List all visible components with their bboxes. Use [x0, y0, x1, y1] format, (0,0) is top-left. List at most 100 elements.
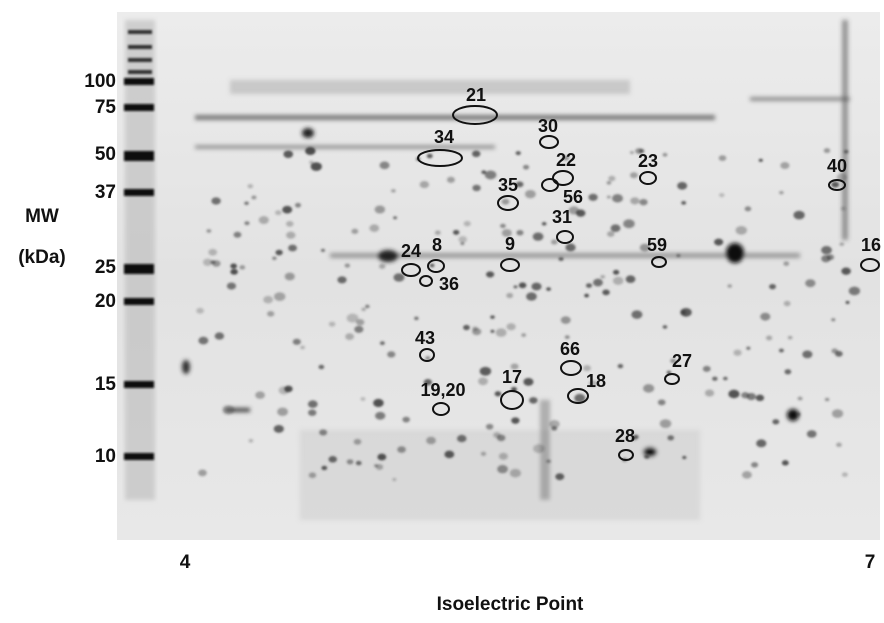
gel-spot: [835, 350, 843, 357]
gel-spot: [258, 216, 269, 224]
spot-circle: [419, 348, 435, 362]
gel-spot: [635, 148, 643, 154]
gel-spot: [414, 316, 419, 321]
gel-spot: [506, 292, 514, 299]
gel-spot: [198, 469, 207, 477]
gel-spot: [806, 430, 817, 438]
gel-spot: [310, 162, 322, 171]
gel-spot: [667, 435, 675, 441]
marker-band: [124, 189, 154, 196]
gel-spot: [746, 393, 756, 401]
gel-spot: [612, 276, 624, 285]
gel-spot: [728, 389, 740, 399]
gel-spot: [704, 389, 715, 397]
gel-spot: [831, 318, 836, 322]
gel-spot: [718, 155, 727, 162]
gel-spot: [515, 151, 521, 156]
gel-spot: [518, 282, 527, 289]
spot-circle: [539, 135, 559, 149]
gel-spot: [222, 405, 235, 415]
spot-label: 21: [466, 85, 486, 105]
gel-spot: [606, 195, 611, 199]
gel-spot: [196, 307, 204, 314]
gel-spot: [744, 206, 752, 212]
gel-spot: [639, 243, 650, 252]
gel-spot: [485, 423, 494, 430]
gel-spot: [472, 184, 481, 192]
gel-spot: [824, 397, 830, 402]
marker-band: [124, 298, 154, 305]
gel-spot: [787, 335, 793, 340]
gel-spot: [680, 307, 692, 317]
gel-spot: [839, 242, 845, 247]
gel-spot: [318, 364, 325, 370]
mw-label: 75: [95, 97, 117, 118]
gel-spot: [379, 263, 386, 269]
gel-spot: [247, 184, 253, 189]
gel-spot: [463, 220, 471, 227]
gel-spot: [402, 416, 410, 423]
spot-circle: [500, 258, 520, 272]
spot-label: 40: [827, 156, 847, 176]
gel-spot: [511, 417, 520, 424]
x-label: 4: [180, 552, 191, 573]
spot-label: 35: [498, 175, 518, 195]
gel-spot: [727, 284, 733, 288]
gel-spot: [784, 369, 792, 375]
gel-spot: [529, 397, 538, 404]
gel-spot: [294, 202, 302, 208]
spot-circle: [417, 149, 463, 167]
gel-spot: [397, 446, 406, 453]
marker-band: [128, 45, 152, 49]
gel-spot: [369, 224, 380, 232]
gel-spot: [562, 155, 570, 161]
gel-spot: [255, 391, 265, 399]
gel-spot: [498, 452, 508, 460]
gel-spot: [574, 393, 586, 403]
gel-spot: [497, 464, 508, 474]
gel-spot: [546, 459, 551, 463]
gel-spot: [377, 453, 387, 461]
gel-spot: [361, 307, 366, 312]
gel-spot: [198, 336, 209, 345]
gel-spot: [629, 150, 634, 155]
gel-spot: [275, 210, 282, 216]
gel-spot: [583, 365, 591, 372]
gel-spot: [308, 472, 317, 479]
gel-spot: [307, 400, 318, 408]
gel-spot: [423, 379, 433, 386]
gel-spot: [360, 397, 366, 401]
spot-label: 22: [556, 150, 576, 170]
gel-spot: [841, 267, 851, 275]
spot-label: 27: [672, 351, 692, 371]
gel-spot: [797, 396, 803, 401]
spot-circle: [452, 105, 498, 125]
gel-spot: [444, 450, 455, 459]
spot-label: 9: [505, 234, 515, 254]
gel-spot: [365, 304, 370, 309]
gel-spot: [735, 225, 747, 235]
gel-spot: [531, 282, 542, 291]
spot-label: 30: [538, 116, 558, 136]
gel-spot: [309, 160, 314, 165]
gel-spot: [319, 429, 328, 436]
spot-circle: [860, 258, 880, 272]
marker-band: [128, 70, 152, 74]
gel-spot: [521, 333, 527, 337]
gel-spot: [533, 444, 545, 453]
gel-spot: [390, 188, 396, 193]
gel-spot: [588, 193, 598, 201]
gel-spot: [662, 325, 668, 329]
gel-spot: [778, 190, 784, 195]
spot-circle: [552, 170, 574, 186]
gel-spot: [588, 380, 598, 387]
gel-spot: [513, 285, 518, 289]
gel-spot: [823, 148, 831, 154]
gel-spot: [273, 424, 284, 433]
gel-spot: [643, 384, 655, 393]
gel-spot: [506, 323, 516, 331]
gel-spot: [831, 409, 844, 418]
gel-spot: [607, 231, 615, 237]
gel-spot: [524, 189, 536, 199]
gel-spot: [493, 432, 501, 438]
